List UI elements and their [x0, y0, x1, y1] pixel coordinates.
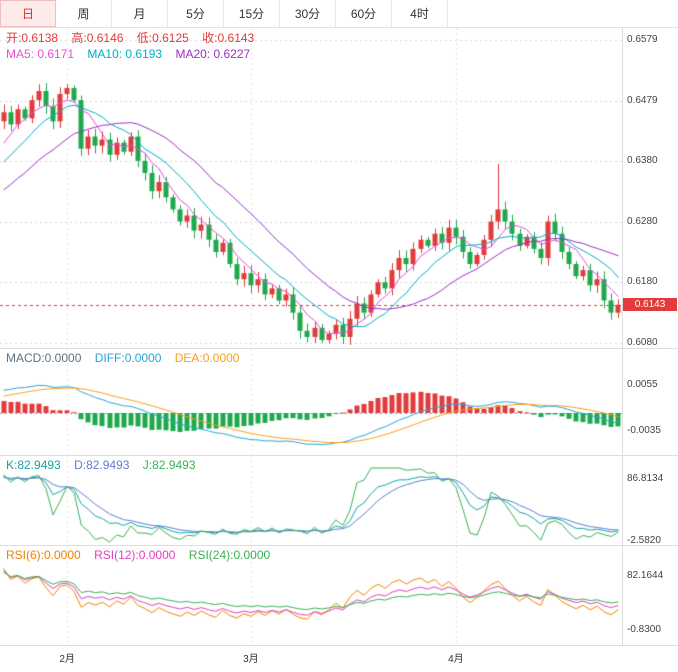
macd-panel: MACD:0.0000 DIFF:0.0000 DEA:0.0000 0.005… — [0, 348, 678, 455]
x-axis-month-label: 2月 — [59, 654, 75, 665]
rsi-axis-label: -0.8300 — [627, 624, 661, 635]
tab-4hour[interactable]: 4时 — [392, 0, 448, 27]
main-axis-label: 0.6080 — [627, 337, 658, 348]
rsi-panel: RSI(6):0.0000 RSI(12):0.0000 RSI(24):0.0… — [0, 545, 678, 645]
kdj-line-chart[interactable] — [0, 456, 623, 545]
main-chart-panel: 开:0.6138 高:0.6146 低:0.6125 收:0.6143 MA5:… — [0, 28, 678, 348]
main-axis-label: 0.6180 — [627, 276, 658, 288]
main-axis-label: 0.6579 — [627, 34, 658, 45]
tab-30min[interactable]: 30分 — [280, 0, 336, 27]
x-axis: 2月 3月 4月 — [0, 645, 678, 672]
rsi-line-chart[interactable] — [0, 546, 623, 645]
tab-15min[interactable]: 15分 — [224, 0, 280, 27]
tab-5min[interactable]: 5分 — [168, 0, 224, 27]
tab-daily[interactable]: 日 — [0, 0, 56, 27]
main-axis-label: 0.6380 — [627, 154, 658, 166]
x-axis-month-label: 4月 — [448, 654, 464, 665]
main-axis-label: 0.6280 — [627, 215, 658, 227]
macd-axis-label: -0.0035 — [627, 424, 661, 436]
kdj-panel: K:82.9493 D:82.9493 J:82.9493 86.8134 -2… — [0, 455, 678, 546]
rsi-axis-label: 82.1644 — [627, 570, 664, 581]
period-tabbar: 日 周 月 5分 15分 30分 60分 4时 — [0, 0, 678, 28]
main-candlestick-chart[interactable] — [0, 28, 623, 348]
tab-weekly[interactable]: 周 — [56, 0, 112, 27]
main-axis-label: 0.6479 — [627, 94, 658, 106]
kdj-axis-label: 86.8134 — [627, 473, 664, 484]
macd-axis-label: 0.0055 — [627, 379, 658, 390]
tab-60min[interactable]: 60分 — [336, 0, 392, 27]
tab-monthly[interactable]: 月 — [112, 0, 168, 27]
current-price-tag: 0.6143 — [623, 297, 677, 311]
macd-histogram-chart[interactable] — [0, 349, 623, 455]
x-axis-month-label: 3月 — [243, 654, 259, 665]
